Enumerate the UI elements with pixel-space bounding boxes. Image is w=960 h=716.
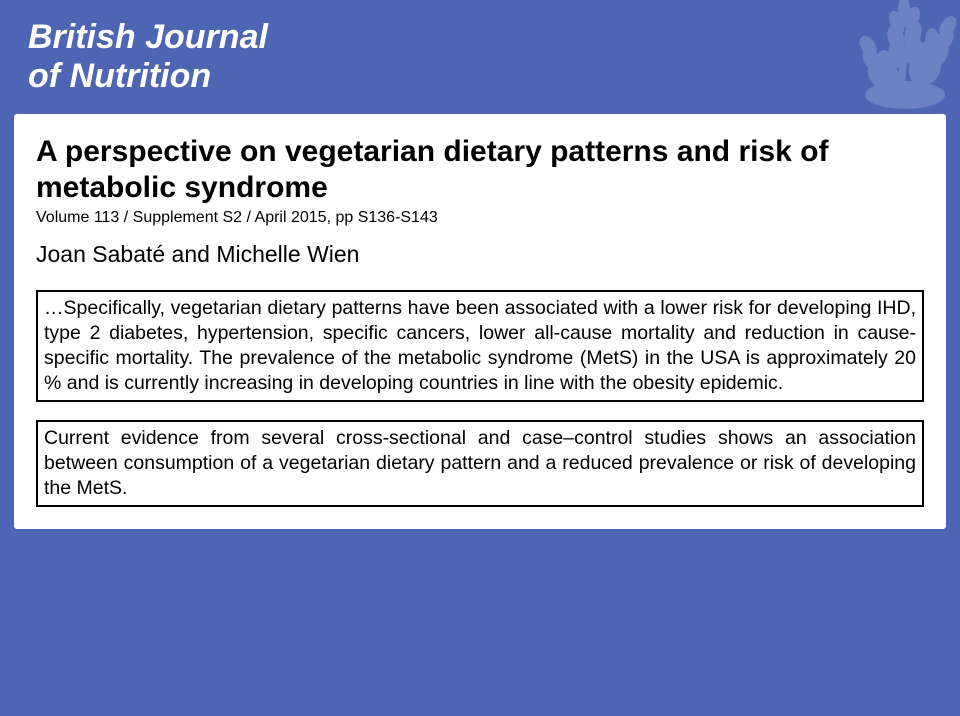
wheat-icon [800, 0, 960, 120]
content-box: A perspective on vegetarian dietary patt… [14, 114, 946, 528]
journal-title: British Journal of Nutrition [28, 18, 268, 96]
abstract-paragraph-1: …Specifically, vegetarian dietary patter… [36, 290, 924, 402]
abstract-paragraph-2: Current evidence from several cross-sect… [36, 420, 924, 507]
journal-line1: British Journal [28, 18, 268, 57]
volume-info: Volume 113 / Supplement S2 / April 2015,… [36, 209, 924, 227]
journal-line2: of Nutrition [28, 57, 268, 96]
article-title: A perspective on vegetarian dietary patt… [36, 134, 924, 205]
authors: Joan Sabaté and Michelle Wien [36, 241, 924, 268]
